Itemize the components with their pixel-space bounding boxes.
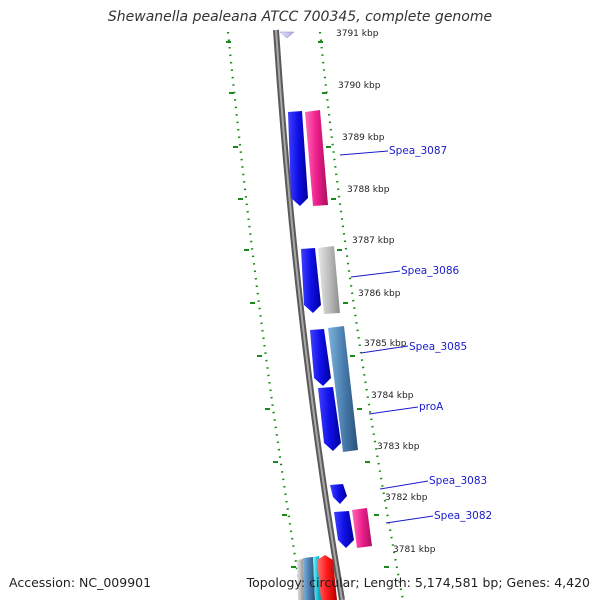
ruler-label: 3791 kbp [336, 29, 379, 39]
gene-label-proa: proA [419, 401, 444, 413]
gene-label-spea-3087: Spea_3087 [389, 145, 447, 157]
gene-label-spea-3086: Spea_3086 [401, 265, 460, 277]
reverse-strand-genes [305, 110, 372, 548]
ruler-label: 3786 kbp [358, 289, 401, 299]
gene-labels: Spea_3087 Spea_3086 Spea_3085 proA Spea_… [389, 145, 492, 522]
ruler-label: 3781 kbp [393, 545, 436, 555]
gene-spea-3083-forward [330, 484, 347, 504]
gene-label-lines [339, 150, 434, 524]
gene-spea-3085-forward [310, 329, 331, 386]
gene-spea-3082-reverse [352, 508, 372, 548]
gene-label-spea-3082: Spea_3082 [434, 510, 492, 522]
ruler-label: 3787 kbp [352, 236, 395, 246]
ruler-label: 3789 kbp [342, 133, 385, 143]
gene-label-spea-3085: Spea_3085 [409, 341, 467, 353]
accession-text: Accession: NC_009901 [9, 575, 152, 590]
ruler-label: 3783 kbp [377, 442, 420, 452]
gene-spea-3087-forward [288, 111, 308, 206]
outer-major-ticks [318, 41, 389, 568]
ruler-label: 3782 kbp [385, 493, 428, 503]
inner-tick-track [226, 31, 304, 600]
ruler-label: 3790 kbp [338, 81, 381, 91]
inner-major-ticks [226, 41, 296, 568]
gene-bottom-steel [303, 557, 315, 600]
topology-text: Topology: circular; Length: 5,174,581 bp… [246, 575, 590, 590]
gene-proa-forward [318, 387, 341, 451]
map-title: Shewanella pealeana ATCC 700345, complet… [107, 9, 493, 25]
gene-spea-3086-forward [301, 248, 321, 313]
gene-spea-3082-forward [334, 511, 354, 548]
gene-spea-3086-reverse [318, 246, 340, 314]
ruler-labels: 3791 kbp 3790 kbp 3789 kbp 3788 kbp 3787… [336, 29, 436, 555]
gene-label-spea-3083: Spea_3083 [429, 475, 487, 487]
ruler-label: 3785 kbp [364, 339, 407, 349]
gene-spea-3087-reverse [305, 110, 328, 206]
bottom-genes [297, 555, 337, 600]
forward-strand-genes [288, 111, 354, 548]
ruler-label: 3784 kbp [371, 391, 414, 401]
gene-bottom-red [317, 555, 337, 600]
ruler-label: 3788 kbp [347, 185, 390, 195]
feature-top-lavender [279, 31, 295, 39]
gene-bottom-gray [297, 559, 304, 600]
gene-spea-3085-reverse [328, 326, 358, 452]
